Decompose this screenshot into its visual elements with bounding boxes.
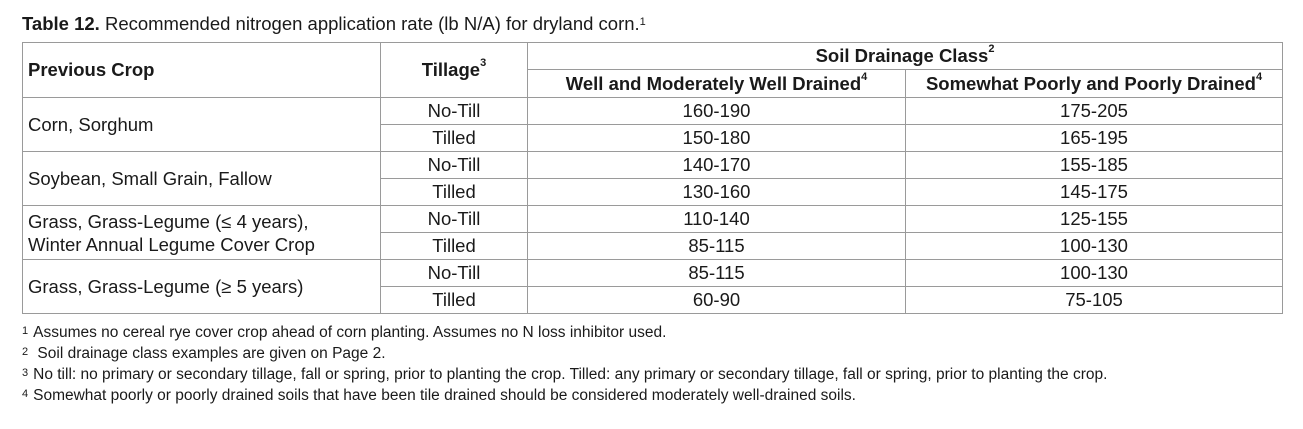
table-caption: Table 12. Recommended nitrogen applicati… <box>22 12 646 36</box>
header-row-2: Well and Moderately Well Drained4 Somewh… <box>23 69 1284 98</box>
tillage-cell: Tilled <box>380 232 528 260</box>
caption-footnote-ref: 1 <box>639 16 646 28</box>
tillage-cell: No-Till <box>380 259 528 287</box>
footnote-number: 3 <box>22 367 29 379</box>
footnote-number: 1 <box>22 325 29 337</box>
poorly-drained-rate-cell: 155-185 <box>904 151 1284 179</box>
footnote-text: No till: no primary or secondary tillage… <box>33 366 1108 383</box>
caption-text: Recommended nitrogen application rate (l… <box>99 13 640 34</box>
tillage-cell: No-Till <box>380 97 528 125</box>
footnote: 1 Assumes no cereal rye cover crop ahead … <box>22 322 1107 343</box>
table-row: Tilled 85-115 100-130 <box>23 232 1284 260</box>
tillage-cell: Tilled <box>380 178 528 206</box>
footnote-text: Assumes no cereal rye cover crop ahead o… <box>33 324 667 341</box>
previous-crop-cell: Grass, Grass-Legume (≥ 5 years) <box>22 259 381 314</box>
poorly-drained-rate-cell: 175-205 <box>904 97 1284 125</box>
footnote-number: 4 <box>22 388 29 400</box>
well-drained-rate-cell: 85-115 <box>527 232 906 260</box>
header-well-drained: Well and Moderately Well Drained4 <box>527 69 906 98</box>
previous-crop-cell: Soybean, Small Grain, Fallow <box>22 151 381 206</box>
table-body: Corn, Sorghum No-Till 160-190 175-205 Tilled… <box>22 97 1284 314</box>
nitrogen-rate-table: Previous Crop Tillage3 Soil Drainage Cla… <box>22 42 1284 314</box>
table-row: Corn, Sorghum No-Till 160-190 175-205 <box>22 97 1284 152</box>
tillage-cell: Tilled <box>380 286 528 314</box>
table-row: Grass, Grass-Legume (≥ 5 years) No-Till 85… <box>22 259 1284 314</box>
poorly-drained-rate-cell: 165-195 <box>904 124 1284 152</box>
poorly-drained-rate-cell: 75-105 <box>904 286 1284 314</box>
poorly-drained-rate-cell: 125-155 <box>904 205 1284 233</box>
footnote-text: Somewhat poorly or poorly drained soils … <box>33 387 856 404</box>
previous-crop-line: Winter Annual Legume Cover Crop <box>28 233 315 255</box>
well-drained-rate-cell: 130-160 <box>527 178 906 206</box>
table-row: Tilled 150-180 165-195 <box>23 124 1284 152</box>
previous-crop-line: Grass, Grass-Legume (≥ 5 years) <box>28 276 304 297</box>
poorly-drained-rate-cell: 100-130 <box>904 259 1284 287</box>
footnote-text: Soil drainage class examples are given o… <box>33 345 386 362</box>
footnote: 4 Somewhat poorly or poorly drained soils… <box>22 385 1107 406</box>
well-drained-rate-cell: 160-190 <box>527 97 906 125</box>
previous-crop-line: Soybean, Small Grain, Fallow <box>28 168 272 189</box>
header-previous-crop: Previous Crop <box>22 42 381 98</box>
footnote-number: 2 <box>22 346 29 358</box>
poorly-drained-rate-cell: 145-175 <box>904 178 1284 206</box>
tillage-cell: Tilled <box>380 124 528 152</box>
well-drained-rate-cell: 85-115 <box>527 259 906 287</box>
footnotes: 1 Assumes no cereal rye cover crop ahead … <box>22 322 1107 406</box>
header-row-1: Previous Crop Tillage3 Soil Drainage Cla… <box>22 42 1284 98</box>
table-row: Grass, Grass-Legume (≤ 4 years), Winter A… <box>22 205 1284 260</box>
header-soil-drainage-class: Soil Drainage Class2 <box>526 42 1284 70</box>
table-row: Tilled 60-90 75-105 <box>23 286 1284 314</box>
previous-crop-line: Grass, Grass-Legume (≤ 4 years), <box>28 210 309 232</box>
caption-label: Table 12. <box>22 13 100 34</box>
table-row: Soybean, Small Grain, Fallow No-Till 140-1… <box>22 151 1284 206</box>
tillage-cell: No-Till <box>380 205 528 233</box>
previous-crop-cell: Corn, Sorghum <box>22 97 381 152</box>
previous-crop-line: Corn, Sorghum <box>28 114 154 135</box>
header-tillage: Tillage3 <box>380 42 528 98</box>
well-drained-rate-cell: 60-90 <box>527 286 906 314</box>
footnote: 3 No till: no primary or secondary tillag… <box>22 364 1107 385</box>
header-poorly-drained: Somewhat Poorly and Poorly Drained4 <box>904 69 1284 98</box>
well-drained-rate-cell: 140-170 <box>527 151 906 179</box>
well-drained-rate-cell: 150-180 <box>527 124 906 152</box>
table-row: Tilled 130-160 145-175 <box>23 178 1284 206</box>
footnote: 2 Soil drainage class examples are given… <box>22 343 1107 364</box>
poorly-drained-rate-cell: 100-130 <box>904 232 1284 260</box>
previous-crop-cell: Grass, Grass-Legume (≤ 4 years), Winter A… <box>22 205 381 260</box>
tillage-cell: No-Till <box>380 151 528 179</box>
well-drained-rate-cell: 110-140 <box>527 205 906 233</box>
